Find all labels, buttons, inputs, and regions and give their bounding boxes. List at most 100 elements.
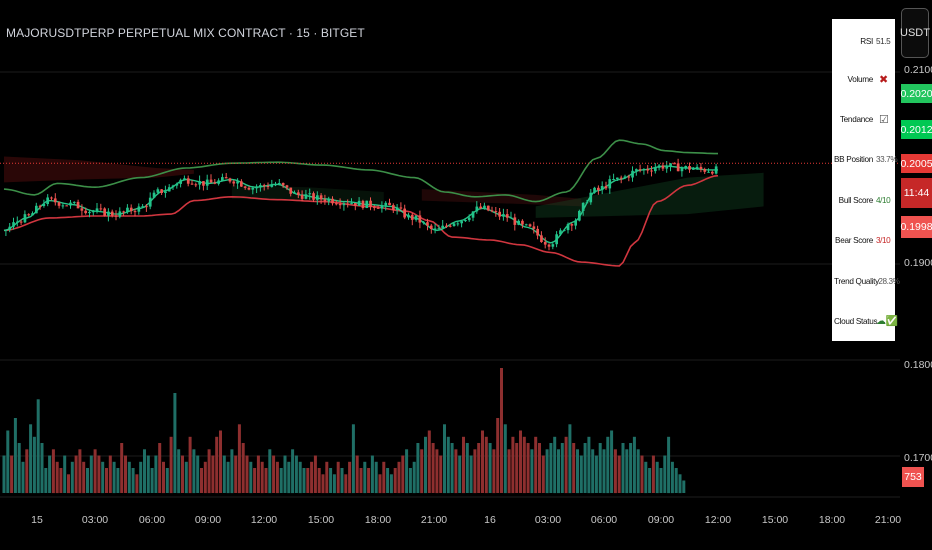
volume-bar	[670, 461, 674, 494]
volume-bar	[192, 449, 196, 494]
volume-bar	[340, 468, 344, 493]
candle-body	[532, 226, 536, 229]
candle-body	[213, 182, 217, 184]
volume-bar	[298, 461, 302, 494]
volume-bar	[659, 468, 663, 493]
volume-bar	[663, 455, 667, 493]
volume-bar	[549, 443, 553, 493]
volume-bar	[450, 443, 454, 493]
candle-body	[498, 211, 501, 217]
candle-body	[209, 179, 213, 183]
currency-button[interactable]: USDT	[900, 8, 930, 58]
candle-body	[570, 224, 574, 226]
volume-bar	[32, 436, 36, 494]
candle-body	[228, 178, 232, 182]
volume-bar	[439, 455, 443, 493]
volume-bar	[310, 461, 314, 494]
price-tag: 0.1998	[900, 216, 932, 238]
volume-bar	[40, 443, 44, 493]
candle-body	[688, 166, 691, 170]
candle-body	[53, 198, 57, 203]
candle-body	[312, 193, 315, 200]
volume-bar	[458, 455, 462, 493]
candle-body	[517, 220, 520, 225]
volume-bar	[382, 461, 386, 494]
candle-body	[274, 184, 277, 186]
volume-bar	[598, 443, 602, 493]
indicator-label: RSI	[860, 36, 873, 46]
candle-body	[714, 166, 718, 174]
time-axis-label: 21:00	[420, 514, 448, 526]
volume-bar	[534, 436, 538, 494]
volume-bar	[401, 455, 405, 493]
candle-body	[597, 187, 600, 191]
volume-bar	[21, 461, 25, 494]
candle-body	[46, 197, 49, 204]
volume-bar	[48, 455, 52, 493]
volume-bar	[302, 468, 306, 493]
candle-body	[118, 211, 122, 217]
volume-bar	[67, 474, 70, 494]
time-axis-label: 18:00	[818, 514, 846, 526]
volume-bar	[431, 443, 435, 493]
volume-bar	[682, 480, 686, 493]
indicator-row-trend-quality: Trend Quality -28.3%	[832, 271, 900, 291]
candle-body	[88, 211, 91, 214]
candle-body	[308, 193, 312, 195]
volume-bar	[610, 430, 614, 493]
indicator-label: Volume	[847, 74, 873, 84]
time-axis-label: 12:00	[250, 514, 278, 526]
candle-body	[562, 230, 566, 232]
volume-bar	[348, 461, 352, 494]
candle-body	[61, 205, 65, 207]
candle-body	[186, 178, 190, 184]
volume-bar	[594, 455, 598, 493]
candle-body	[585, 202, 589, 204]
volume-bar	[435, 449, 439, 494]
volume-bar	[169, 436, 173, 494]
candle-body	[638, 169, 642, 171]
indicator-value: 4/10	[876, 195, 891, 205]
volume-bar	[617, 455, 621, 493]
candle-body	[171, 185, 175, 188]
candle-body	[581, 202, 585, 211]
candle-body	[217, 180, 220, 184]
volume-bar	[10, 455, 14, 493]
volume-bar	[51, 449, 55, 494]
candle-body	[711, 171, 714, 174]
candle-body	[475, 206, 479, 212]
volume-bar	[279, 468, 283, 493]
volume-bar	[306, 468, 310, 493]
volume-bar	[59, 468, 63, 493]
candle-body	[452, 223, 456, 226]
candle-body	[35, 205, 38, 214]
volume-bar	[568, 424, 572, 494]
volume-bar	[424, 436, 427, 494]
candle-body	[342, 203, 346, 206]
candle-body	[627, 176, 631, 178]
volume-bar	[237, 424, 241, 494]
volume-bar	[283, 455, 287, 493]
volume-bar	[97, 455, 101, 493]
time-axis-label: 03:00	[534, 514, 562, 526]
volume-bar	[78, 449, 82, 494]
candle-body	[551, 244, 555, 247]
candle-body	[57, 202, 61, 206]
indicator-label: Cloud Status	[834, 316, 878, 326]
lower-band-line	[3, 174, 719, 267]
upper-band-line	[3, 139, 718, 203]
candle-body	[164, 191, 167, 193]
candlesticks	[4, 158, 718, 251]
volume-bar	[29, 424, 33, 494]
volume-bar	[344, 474, 348, 494]
indicator-label: Trend Quality	[834, 276, 879, 286]
candle-body	[91, 211, 95, 213]
volume-bar	[36, 399, 40, 494]
volume-bar	[370, 455, 374, 493]
candle-body	[331, 198, 334, 204]
volume-bar	[230, 449, 234, 494]
